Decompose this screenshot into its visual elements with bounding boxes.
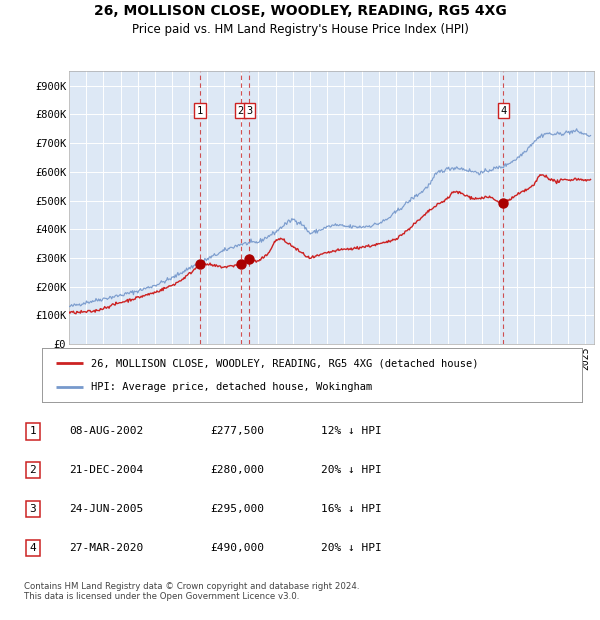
Text: 2: 2 — [238, 106, 244, 116]
Text: HPI: Average price, detached house, Wokingham: HPI: Average price, detached house, Woki… — [91, 382, 372, 392]
Text: 3: 3 — [29, 504, 37, 514]
Text: 27-MAR-2020: 27-MAR-2020 — [69, 543, 143, 553]
Text: 08-AUG-2002: 08-AUG-2002 — [69, 427, 143, 436]
Text: Price paid vs. HM Land Registry's House Price Index (HPI): Price paid vs. HM Land Registry's House … — [131, 23, 469, 36]
Text: £295,000: £295,000 — [210, 504, 264, 514]
Text: £280,000: £280,000 — [210, 465, 264, 475]
Text: 1: 1 — [197, 106, 203, 116]
Text: £490,000: £490,000 — [210, 543, 264, 553]
Text: 26, MOLLISON CLOSE, WOODLEY, READING, RG5 4XG: 26, MOLLISON CLOSE, WOODLEY, READING, RG… — [94, 4, 506, 19]
Text: 20% ↓ HPI: 20% ↓ HPI — [321, 543, 382, 553]
Text: 24-JUN-2005: 24-JUN-2005 — [69, 504, 143, 514]
Text: 2: 2 — [29, 465, 37, 475]
Text: 12% ↓ HPI: 12% ↓ HPI — [321, 427, 382, 436]
Text: 4: 4 — [29, 543, 37, 553]
Text: 16% ↓ HPI: 16% ↓ HPI — [321, 504, 382, 514]
Text: 3: 3 — [246, 106, 253, 116]
Text: 20% ↓ HPI: 20% ↓ HPI — [321, 465, 382, 475]
Text: Contains HM Land Registry data © Crown copyright and database right 2024.
This d: Contains HM Land Registry data © Crown c… — [24, 582, 359, 601]
Text: 4: 4 — [500, 106, 506, 116]
Text: 26, MOLLISON CLOSE, WOODLEY, READING, RG5 4XG (detached house): 26, MOLLISON CLOSE, WOODLEY, READING, RG… — [91, 358, 478, 368]
Text: 21-DEC-2004: 21-DEC-2004 — [69, 465, 143, 475]
Text: £277,500: £277,500 — [210, 427, 264, 436]
Text: 1: 1 — [29, 427, 37, 436]
